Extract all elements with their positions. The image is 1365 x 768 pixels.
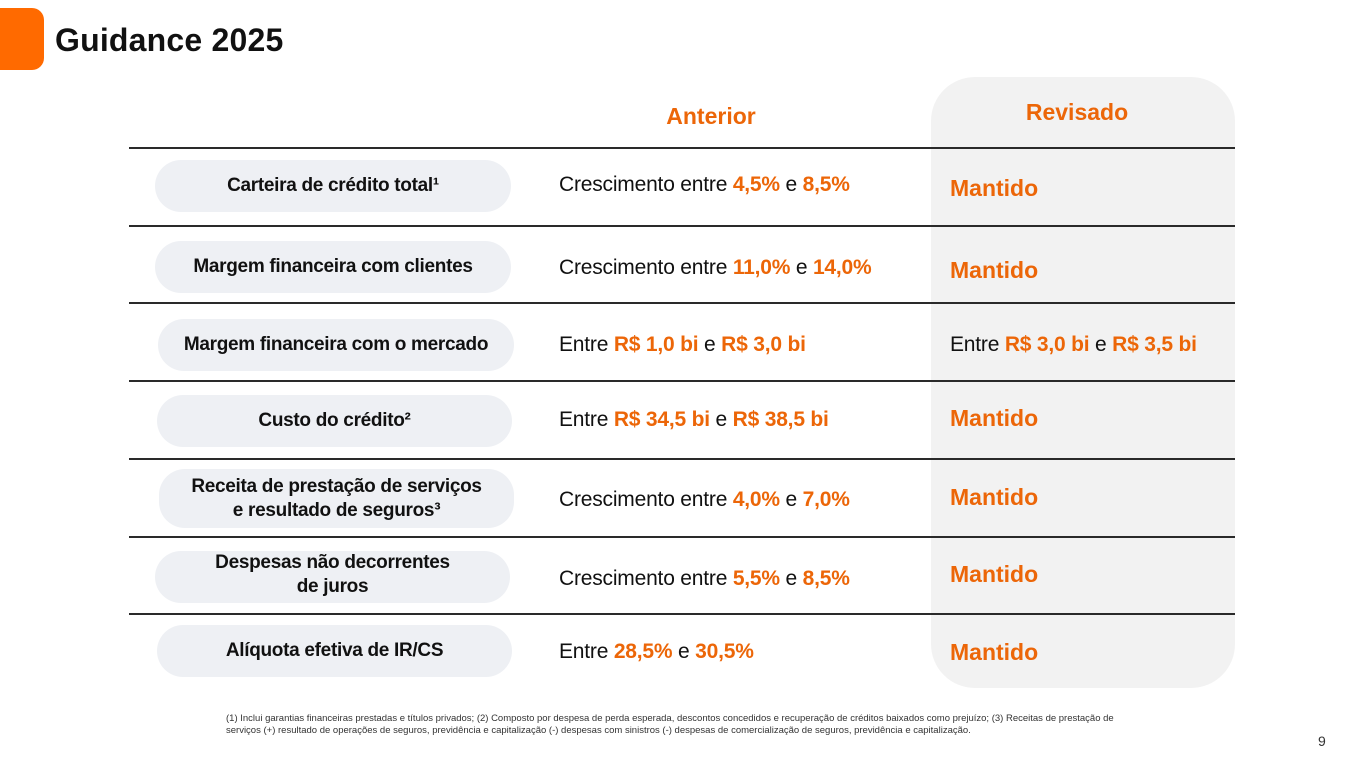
row-label-text: Alíquota efetiva de IR/CS <box>225 640 444 661</box>
row-label-aliquota: Alíquota efetiva de IR/CS <box>157 625 512 677</box>
value-high: 8,5% <box>802 173 850 196</box>
revisado-value: Mantido <box>950 484 1039 510</box>
page-title: Guidance 2025 <box>55 22 284 58</box>
value-prefix: Entre <box>559 408 614 431</box>
value-conj: e <box>779 173 803 196</box>
row-label-text: Margem financeira com o mercado <box>183 334 489 355</box>
value-low: 5,5% <box>732 567 780 590</box>
value-low: 28,5% <box>613 640 673 663</box>
value-high: 30,5% <box>695 640 754 663</box>
row-label-margem-clientes: Margem financeira com clientes <box>155 241 511 293</box>
value-conj: e <box>790 256 813 279</box>
anterior-value: Crescimento entre 4,5% e 8,5% <box>559 173 850 197</box>
footnote: (1) Inclui garantias financeiras prestad… <box>226 713 1114 736</box>
value-prefix: Crescimento entre <box>559 173 733 196</box>
row-label-margem-mercado: Margem financeira com o mercado <box>158 319 514 371</box>
value-prefix: Entre <box>559 333 614 356</box>
value-high: R$ 3,0 bi <box>721 333 806 356</box>
value-low: 11,0% <box>732 256 791 279</box>
value-conj: e <box>1089 333 1113 356</box>
row-label-custo-credito: Custo do crédito² <box>157 395 512 447</box>
page-number: 9 <box>1318 733 1326 749</box>
row-divider <box>129 536 1235 538</box>
revisado-value: Mantido <box>950 405 1039 431</box>
value-conj: e <box>779 488 803 511</box>
value-prefix: Crescimento entre <box>559 256 733 279</box>
row-divider <box>129 380 1235 382</box>
row-label-text: Custo do crédito² <box>258 410 411 431</box>
revisado-value: Mantido <box>950 175 1039 201</box>
row-label-carteira: Carteira de crédito total¹ <box>155 160 511 212</box>
header-revisado: Revisado <box>1025 99 1129 125</box>
value-conj: e <box>779 567 803 590</box>
row-label-text: Despesas não decorrentes de juros <box>215 552 450 597</box>
accent-tab <box>0 8 44 70</box>
row-divider <box>129 613 1235 615</box>
row-label-receita-servicos: Receita de prestação de serviços e resul… <box>159 469 514 528</box>
revisado-column-panel <box>931 77 1235 688</box>
row-label-text: Carteira de crédito total¹ <box>227 175 439 196</box>
value-prefix: Crescimento entre <box>559 488 733 511</box>
value-high: R$ 3,5 bi <box>1112 333 1197 356</box>
revisado-value: Mantido <box>950 257 1039 283</box>
row-label-text: Margem financeira com clientes <box>193 256 473 277</box>
row-label-text: Receita de prestação de serviços e resul… <box>191 475 482 521</box>
value-prefix: Crescimento entre <box>559 567 733 590</box>
value-low: 4,5% <box>732 173 780 196</box>
anterior-value: Entre 28,5% e 30,5% <box>559 640 754 664</box>
anterior-value: Entre R$ 34,5 bi e R$ 38,5 bi <box>559 408 829 432</box>
value-low: R$ 34,5 bi <box>613 408 710 431</box>
row-divider <box>129 458 1235 460</box>
anterior-value: Crescimento entre 11,0% e 14,0% <box>559 256 872 280</box>
value-high: 8,5% <box>802 567 850 590</box>
row-divider <box>129 225 1235 227</box>
revisado-value: Entre R$ 3,0 bi e R$ 3,5 bi <box>950 333 1197 357</box>
row-label-despesas: Despesas não decorrentes de juros <box>155 551 510 603</box>
value-high: 7,0% <box>802 488 850 511</box>
value-conj: e <box>709 408 733 431</box>
revisado-value: Mantido <box>950 639 1039 665</box>
header-anterior: Anterior <box>666 103 756 129</box>
value-conj: e <box>672 640 696 663</box>
value-low: R$ 1,0 bi <box>613 333 699 356</box>
value-conj: e <box>698 333 722 356</box>
row-divider <box>129 147 1235 149</box>
value-low: 4,0% <box>732 488 780 511</box>
value-prefix: Entre <box>950 333 1005 356</box>
value-high: R$ 38,5 bi <box>732 408 829 431</box>
row-divider <box>129 302 1235 304</box>
anterior-value: Crescimento entre 4,0% e 7,0% <box>559 488 850 512</box>
value-prefix: Entre <box>559 640 614 663</box>
value-low: R$ 3,0 bi <box>1004 333 1090 356</box>
revisado-value: Mantido <box>950 561 1039 587</box>
value-high: 14,0% <box>812 256 872 279</box>
anterior-value: Entre R$ 1,0 bi e R$ 3,0 bi <box>559 333 806 357</box>
anterior-value: Crescimento entre 5,5% e 8,5% <box>559 567 850 591</box>
